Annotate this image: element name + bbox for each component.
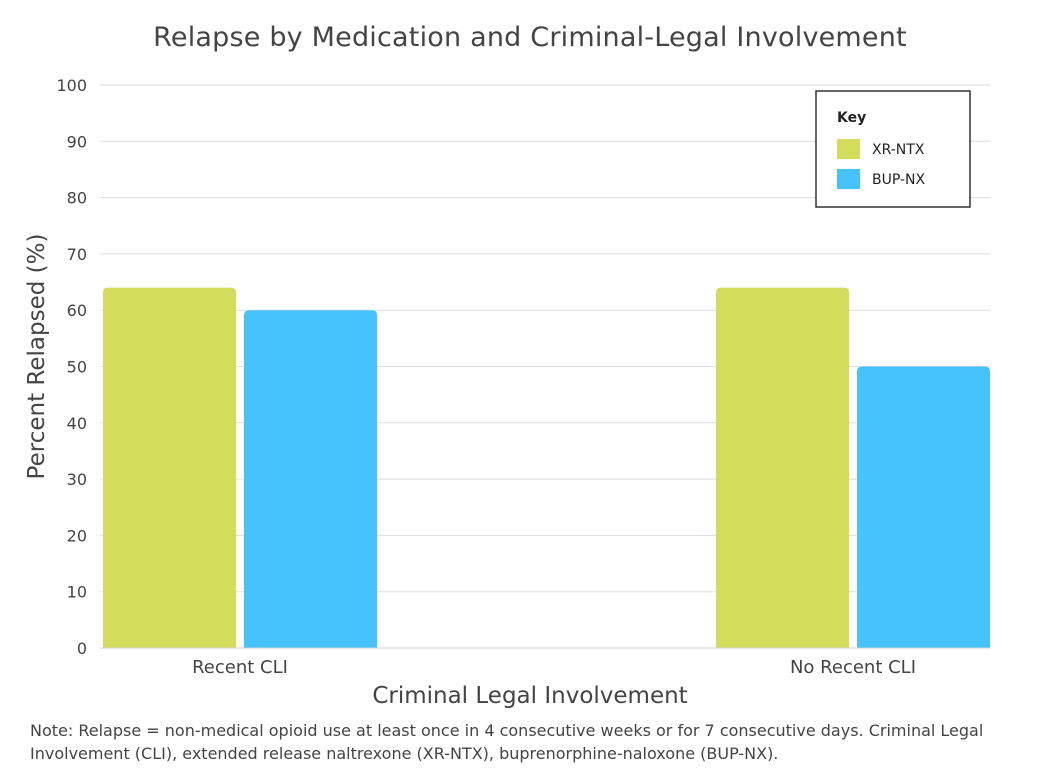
y-tick-label: 20: [67, 526, 87, 545]
legend-swatch: [837, 169, 860, 189]
legend-swatch: [837, 139, 860, 159]
y-tick-label: 40: [67, 414, 87, 433]
y-tick-label: 60: [67, 301, 87, 320]
y-tick-label: 90: [67, 132, 87, 151]
y-tick-label: 50: [67, 358, 87, 377]
bar: [716, 287, 849, 648]
chart-title: Relapse by Medication and Criminal-Legal…: [153, 22, 907, 53]
y-tick-label: 70: [67, 245, 87, 264]
y-tick-label: 80: [67, 189, 87, 208]
chart-note: Note: Relapse = non-medical opioid use a…: [30, 721, 984, 763]
bar: [244, 310, 377, 648]
x-tick-label: No Recent CLI: [790, 657, 916, 678]
legend-title: Key: [837, 110, 866, 126]
x-tick-label: Recent CLI: [192, 657, 288, 678]
y-axis-title: Percent Relapsed (%): [24, 234, 50, 480]
bar: [857, 366, 990, 648]
bars: [103, 287, 990, 648]
x-axis-title: Criminal Legal Involvement: [372, 683, 687, 709]
y-tick-label: 30: [67, 470, 87, 489]
axes: 0 10 20 30 40 50 60 70 80 90 100 Recent CLI No Recen…: [24, 76, 990, 709]
legend-label: XR-NTX: [872, 142, 925, 158]
y-tick-label: 0: [77, 639, 87, 658]
bar: [103, 287, 236, 648]
y-tick-label: 10: [67, 583, 87, 602]
legend: Key XR-NTX BUP-NX: [815, 90, 971, 208]
y-tick-label: 100: [56, 76, 87, 95]
legend-label: BUP-NX: [872, 172, 926, 188]
